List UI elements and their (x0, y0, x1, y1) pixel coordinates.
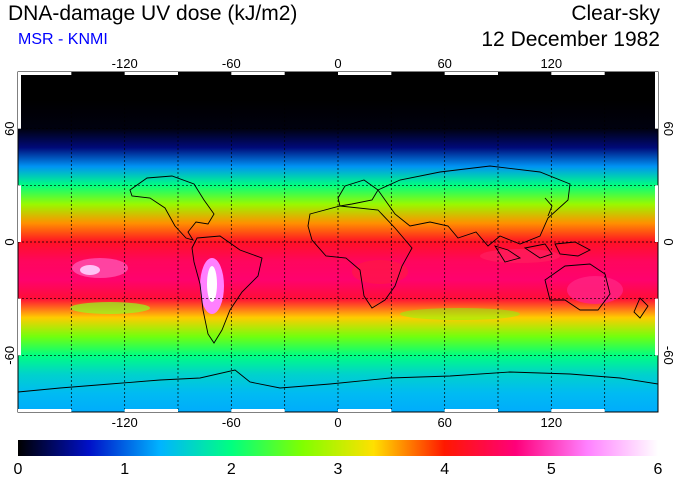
colorbar-label: 6 (654, 461, 663, 478)
coast-antarctica (18, 369, 658, 393)
lat-label: 0 (661, 238, 676, 245)
colorbar-labels: 0 1 2 3 4 5 6 (14, 461, 663, 478)
south-indian-band (400, 308, 520, 320)
coast-australia (544, 263, 611, 311)
lat-label: -60 (661, 346, 676, 365)
gridlines (18, 72, 658, 412)
colorbar (18, 440, 658, 456)
lat-labels-left: 60 0 -60 (2, 121, 17, 364)
colorbar-label: 1 (120, 461, 129, 478)
lon-label: 0 (334, 56, 341, 71)
dose-anomalies (70, 249, 623, 320)
lon-label: -120 (112, 56, 138, 71)
colorbar-label: 5 (547, 461, 556, 478)
lon-label: 120 (540, 56, 562, 71)
lat-label: 60 (661, 121, 676, 135)
source-label: MSR - KNMI (18, 31, 108, 48)
south-pacific-band (70, 302, 150, 314)
date-label: 12 December 1982 (481, 28, 660, 51)
coast-africa (307, 205, 413, 309)
africa-high (352, 260, 408, 284)
coast-asia (377, 165, 571, 247)
frame-ticks (18, 72, 658, 412)
lat-label: 0 (2, 238, 17, 245)
coast-japan (544, 197, 553, 217)
pacific-peak (80, 265, 100, 275)
colorbar-label: 0 (14, 461, 23, 478)
coast-north-america (129, 175, 215, 241)
lon-label: 0 (334, 415, 341, 430)
andes-peak (207, 266, 217, 302)
lat-label: -60 (2, 346, 17, 365)
colorbar-label: 3 (334, 461, 343, 478)
australia-high (567, 276, 623, 304)
map-frame (17, 71, 659, 413)
lon-label: 60 (437, 56, 451, 71)
lat-label: 60 (2, 121, 17, 135)
coast-new-zealand (633, 297, 649, 319)
lon-labels-bottom: -120 -60 0 60 120 (112, 415, 562, 430)
pacific-high (72, 258, 128, 278)
coastlines (18, 165, 658, 393)
lon-label: -120 (112, 415, 138, 430)
coast-south-america (191, 235, 263, 344)
lon-labels-top: -120 -60 0 60 120 (112, 56, 562, 71)
lon-label: -60 (222, 56, 241, 71)
indonesia-high (480, 249, 560, 263)
colorbar-label: 4 (440, 461, 449, 478)
lat-labels-right: 60 0 -60 (661, 121, 676, 364)
map-title: DNA-damage UV dose (kJ/m2) (8, 2, 298, 25)
lon-label: -60 (222, 415, 241, 430)
sky-condition-label: Clear-sky (571, 2, 660, 25)
coast-europe (337, 179, 379, 207)
colorbar-label: 2 (227, 461, 236, 478)
lon-label: 120 (540, 415, 562, 430)
lon-label: 60 (437, 415, 451, 430)
